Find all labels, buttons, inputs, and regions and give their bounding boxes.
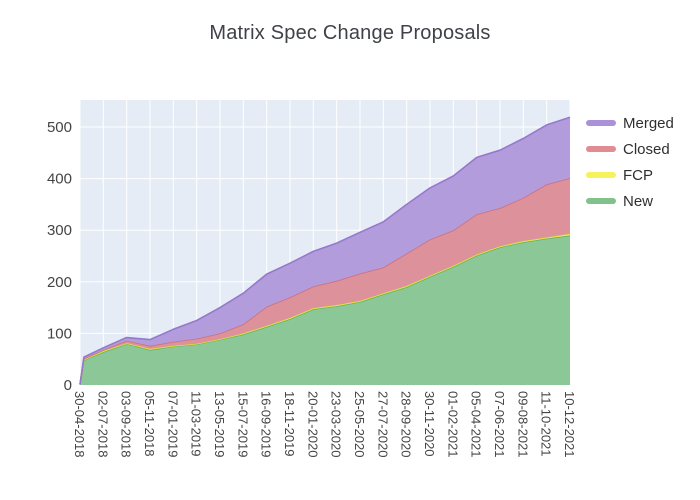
legend: Merged Closed FCP New bbox=[586, 110, 674, 214]
y-tick-label: 400 bbox=[47, 171, 72, 188]
legend-label: FCP bbox=[623, 166, 653, 184]
x-tick-label: 25-05-2020 bbox=[352, 391, 367, 458]
x-tick-label: 02-07-2018 bbox=[95, 391, 110, 458]
x-tick-label: 05-04-2021 bbox=[469, 391, 484, 458]
x-tick-label: 07-01-2019 bbox=[165, 391, 180, 458]
x-tick-label: 15-07-2019 bbox=[235, 391, 250, 458]
line-merged bbox=[79, 116, 571, 385]
x-tick-label: 18-11-2019 bbox=[282, 391, 297, 457]
x-tick-label: 07-06-2021 bbox=[492, 391, 507, 458]
x-tick-label: 01-02-2021 bbox=[445, 391, 460, 458]
y-tick-label: 500 bbox=[47, 119, 72, 136]
x-tick-label: 30-04-2018 bbox=[72, 391, 87, 458]
legend-swatch-closed bbox=[586, 146, 616, 152]
x-tick-label: 09-08-2021 bbox=[515, 391, 530, 458]
x-tick-label: 23-03-2020 bbox=[329, 391, 344, 458]
x-tick-label: 30-11-2020 bbox=[422, 391, 437, 457]
legend-swatch-merged bbox=[586, 120, 616, 126]
x-tick-label: 03-09-2018 bbox=[119, 391, 134, 458]
x-tick-label: 28-09-2020 bbox=[399, 391, 414, 458]
x-tick-label: 16-09-2019 bbox=[259, 391, 274, 458]
legend-label: Closed bbox=[623, 140, 670, 158]
x-tick-label: 20-01-2020 bbox=[305, 391, 320, 458]
legend-swatch-new bbox=[586, 198, 616, 204]
y-tick-label: 100 bbox=[47, 325, 72, 342]
legend-label: New bbox=[623, 192, 654, 210]
x-tick-label: 05-11-2018 bbox=[142, 391, 157, 457]
legend-item-fcp[interactable]: FCP bbox=[586, 162, 674, 188]
legend-label: Merged bbox=[623, 114, 674, 132]
x-tick-label: 11-10-2021 bbox=[539, 391, 554, 457]
legend-item-new[interactable]: New bbox=[586, 188, 674, 214]
legend-swatch-fcp bbox=[586, 172, 616, 178]
x-tick-label: 27-07-2020 bbox=[375, 391, 390, 458]
legend-item-merged[interactable]: Merged bbox=[586, 110, 674, 136]
x-tick-label: 13-05-2019 bbox=[212, 391, 227, 458]
x-tick-label: 10-12-2021 bbox=[562, 391, 577, 458]
y-tick-label: 0 bbox=[64, 377, 72, 394]
chart-title: Matrix Spec Change Proposals bbox=[209, 22, 491, 44]
y-tick-label: 200 bbox=[47, 274, 72, 291]
legend-item-closed[interactable]: Closed bbox=[586, 136, 674, 162]
y-tick-label: 300 bbox=[47, 222, 72, 239]
area-new bbox=[80, 235, 570, 385]
x-tick-label: 11-03-2019 bbox=[189, 391, 204, 457]
